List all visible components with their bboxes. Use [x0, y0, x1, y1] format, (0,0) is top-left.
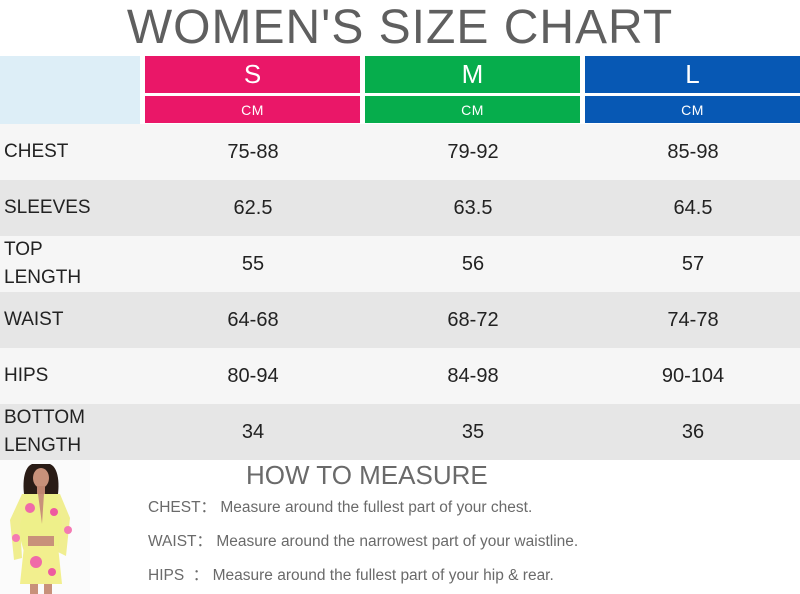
cell-s: 80-94	[227, 364, 279, 387]
page-title: WOMEN'S SIZE CHART	[126, 1, 674, 54]
cell-l: 90-104	[661, 364, 725, 387]
measure-item-waist: WAIST： Measure around the narrowest part…	[148, 532, 578, 552]
row-label: WAIST	[4, 309, 64, 330]
size-header-s: S	[145, 56, 360, 93]
size-unit-m: CM	[365, 96, 580, 123]
row-label: SLEEVES	[4, 197, 91, 218]
row-label: TOP LENGTH	[4, 239, 82, 288]
measure-item-chest: CHEST： Measure around the fullest part o…	[148, 498, 532, 518]
cell-m: 35	[461, 420, 485, 443]
model-figure-illustration	[0, 460, 90, 594]
measure-term: CHEST：	[148, 499, 217, 516]
measure-term: WAIST：	[148, 533, 213, 550]
measure-text: Measure around the narrowest part of you…	[216, 533, 579, 550]
header-blank-cell	[0, 56, 140, 124]
table-row-waist: WAIST 64-68 68-72 74-78	[0, 292, 800, 348]
size-unit-l: CM	[585, 96, 800, 123]
cell-l: 64.5	[673, 196, 713, 219]
measure-text: Measure around the fullest part of your …	[212, 567, 554, 584]
row-label: BOTTOM LENGTH	[4, 407, 85, 456]
how-to-measure-title: HOW TO MEASURE	[246, 460, 488, 490]
table-row-top-length: TOP LENGTH 55 56 57	[0, 236, 800, 292]
cell-l: 74-78	[667, 308, 719, 331]
cell-s: 62.5	[233, 196, 273, 219]
cell-m: 68-72	[447, 308, 499, 331]
table-row-chest: CHEST 75-88 79-92 85-98	[0, 124, 800, 180]
size-header-m: M	[365, 56, 580, 93]
table-row-sleeves: SLEEVES 62.5 63.5 64.5	[0, 180, 800, 236]
table-row-bottom-length: BOTTOM LENGTH 34 35 36	[0, 404, 800, 460]
cell-l: 36	[681, 420, 705, 443]
table-row-hips: HIPS 80-94 84-98 90-104	[0, 348, 800, 404]
size-header-l: L	[585, 56, 800, 93]
cell-l: 57	[681, 252, 705, 275]
cell-s: 55	[241, 252, 265, 275]
measure-term: HIPS ：	[148, 567, 209, 584]
row-label: HIPS	[4, 365, 49, 386]
size-unit-s: CM	[145, 96, 360, 123]
measure-item-hips: HIPS ： Measure around the fullest part o…	[148, 566, 554, 586]
cell-s: 75-88	[227, 140, 279, 163]
row-label: CHEST	[4, 141, 69, 162]
cell-s: 34	[241, 420, 265, 443]
cell-m: 79-92	[447, 140, 499, 163]
cell-s: 64-68	[227, 308, 279, 331]
measure-text: Measure around the fullest part of your …	[220, 499, 533, 516]
cell-l: 85-98	[667, 140, 719, 163]
cell-m: 63.5	[453, 196, 493, 219]
model-photo	[0, 460, 90, 594]
cell-m: 84-98	[447, 364, 499, 387]
cell-m: 56	[461, 252, 485, 275]
